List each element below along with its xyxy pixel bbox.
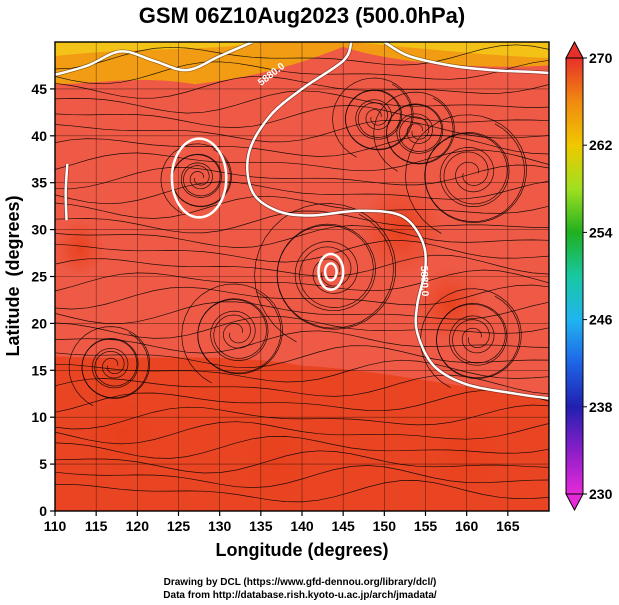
contour-high-central-outer [317, 252, 345, 291]
x-tick-label: 150 [373, 518, 397, 534]
contour-north [55, 42, 254, 77]
field-cool-north-edge [55, 42, 261, 57]
x-tick-label: 125 [167, 518, 191, 534]
streamline-vortex [424, 123, 525, 222]
colorbar-tick-label: 238 [589, 399, 613, 415]
y-axis: 0 5 10 15 20 25 30 35 40 45 [31, 81, 55, 519]
x-tick-label: 165 [496, 518, 520, 534]
y-tick-label: 20 [31, 315, 47, 331]
colorbar-max-arrow [565, 40, 584, 59]
x-axis-title: Longitude (degrees) [215, 540, 388, 560]
contour-low-northwest [170, 137, 228, 219]
field-warm-patch [55, 220, 105, 277]
streamline-vortex [420, 288, 522, 388]
y-tick-label: 45 [31, 81, 47, 97]
chart-title: GSM 06Z10Aug2023 (500.0hPa) [139, 3, 465, 28]
colorbar-tick-label: 270 [589, 50, 613, 66]
x-tick-label: 120 [126, 518, 150, 534]
x-tick-label: 160 [455, 518, 479, 534]
y-tick-label: 15 [31, 362, 47, 378]
contour-west-edge [64, 163, 69, 221]
colorbar-min-arrow [565, 493, 584, 512]
y-axis-title: Latitude (degrees) [3, 195, 23, 356]
colorbar-body [565, 57, 584, 495]
streamline-vortex [197, 291, 282, 374]
streamline-vortex [405, 114, 527, 234]
streamline-vortex [254, 203, 396, 343]
streamline-vortex [276, 213, 394, 329]
y-tick-label: 25 [31, 269, 47, 285]
x-tick-label: 115 [85, 518, 108, 534]
contour-label: 5880.0 [418, 266, 430, 297]
contour-subtropical-ridge [246, 42, 549, 400]
credit-data: Data from http://database.rish.kyoto-u.a… [163, 590, 437, 601]
y-tick-label: 40 [31, 128, 47, 144]
streamline-vortex [181, 283, 283, 384]
y-tick-label: 0 [39, 503, 47, 519]
y-tick-label: 30 [31, 222, 47, 238]
contour-high-central-inner [323, 262, 338, 282]
x-tick-label: 140 [290, 518, 314, 534]
x-tick-label: 135 [249, 518, 273, 534]
credit-dcl: Drawing by DCL (https://www.gfd-dennou.o… [164, 577, 437, 588]
streamline-vortex [171, 148, 231, 207]
colorbar-tick-label: 262 [589, 137, 613, 153]
streamline-vortex [81, 332, 149, 399]
colorbar: 230 238 246 254 262 270 [565, 40, 613, 512]
streamline-vortex [345, 83, 413, 150]
contour-northeast [383, 42, 549, 75]
x-tick-label: 145 [331, 518, 355, 534]
colorbar-tick-label: 254 [589, 224, 613, 240]
y-tick-label: 35 [31, 175, 47, 191]
x-tick-label: 155 [414, 518, 438, 534]
x-axis: 110 115 120 125 130 135 140 145 150 155 160 165 [44, 511, 520, 534]
streamline-vortex [436, 295, 521, 379]
y-tick-label: 10 [31, 409, 47, 425]
field-warm-patch [87, 398, 154, 474]
x-tick-label: 130 [208, 518, 232, 534]
y-tick-label: 5 [39, 456, 47, 472]
streamline-vortex [373, 91, 455, 172]
streamline-vortex [332, 77, 414, 158]
streamline-vortex [68, 326, 151, 407]
colorbar-tick-label: 246 [589, 312, 613, 328]
colorbar-tick-label: 230 [589, 486, 613, 502]
x-tick-label: 110 [44, 518, 67, 534]
